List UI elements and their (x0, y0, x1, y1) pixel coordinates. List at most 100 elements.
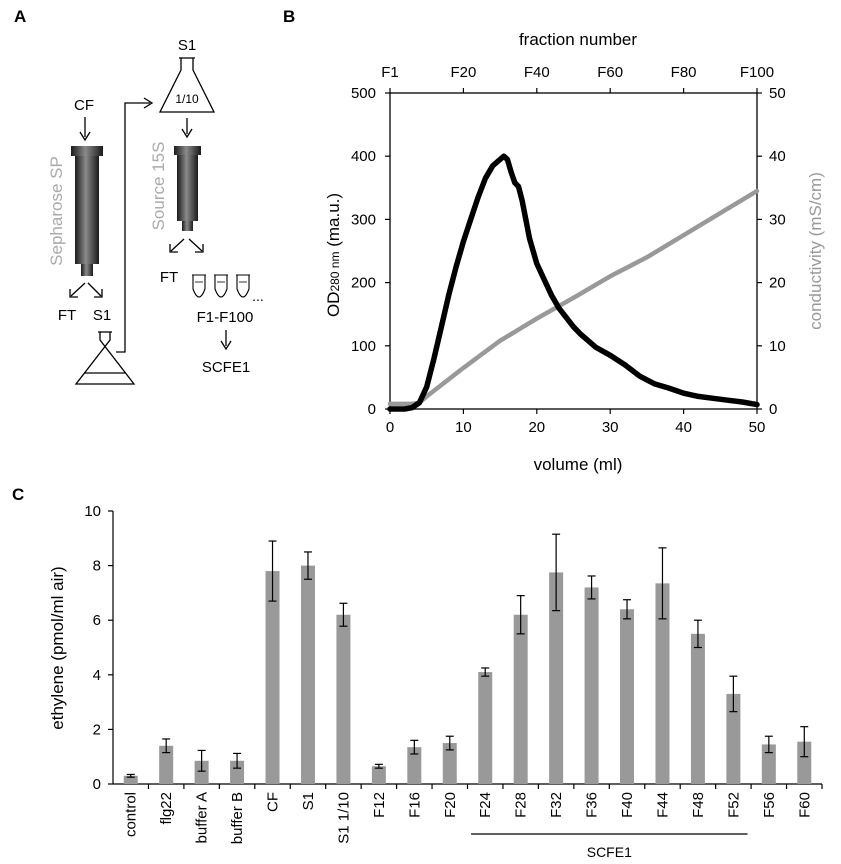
dilution-flask-icon (158, 57, 216, 113)
tube-icon (236, 274, 250, 298)
bar (300, 565, 315, 784)
result-label: SCFE1 (202, 359, 250, 376)
dilution-label: 1/10 (175, 92, 199, 106)
y2-tick-label: 0 (769, 401, 777, 418)
column1-label: Sepharose SP (47, 156, 66, 266)
panel-label-c: C (12, 485, 24, 504)
y-tick-label: 0 (93, 776, 101, 793)
bar (655, 583, 670, 784)
x-tick-label: F52 (725, 792, 742, 818)
x-tick-label: flg22 (158, 792, 175, 825)
y-tick-label: 400 (351, 148, 376, 165)
ft2-label: FT (160, 269, 178, 286)
ellipsis-label: ... (252, 288, 264, 304)
y-tick-label: 200 (351, 275, 376, 292)
y-tick-label: 10 (84, 503, 101, 520)
bar (159, 745, 174, 784)
arrow-down-icon (181, 118, 193, 139)
split-arrows-icon (69, 282, 103, 298)
plot-frame (389, 92, 758, 410)
split-arrows-icon (169, 238, 204, 253)
sepharose-column-icon (71, 146, 103, 276)
scfe1-bracket-label: SCFE1 (587, 844, 632, 860)
y2-tick-label: 40 (769, 148, 786, 165)
y-axis-label: OD280 nm (ma.u.) (324, 193, 343, 317)
y-axis-label-unit: (ma.u.) (324, 193, 343, 252)
panel-label-a: A (14, 7, 26, 26)
panel-label-b: B (283, 7, 295, 26)
bar (513, 614, 528, 784)
y-tick-label: 300 (351, 211, 376, 228)
flask-icon (74, 331, 136, 385)
ethylene-bar-chart: 0 2 4 6 8 10 control flg22 buffer A buffer B CF S1… (48, 503, 823, 860)
bar (123, 775, 138, 784)
s1-label: S1 (93, 307, 111, 324)
y-tick-label: 2 (93, 721, 101, 738)
tube-icon (192, 274, 206, 298)
x-tick-label: 10 (455, 419, 472, 436)
conductivity-line (387, 188, 760, 407)
bar (371, 766, 386, 784)
bar (549, 572, 564, 784)
y-tick-label: 4 (93, 667, 101, 684)
x-tick-label: 20 (528, 419, 545, 436)
bar (797, 741, 812, 784)
c-y-axis-label: ethylene (pmol/ml air) (48, 566, 67, 729)
x-tick-label: F60 (796, 792, 813, 818)
y2-tick-label: 10 (769, 338, 786, 355)
bar (478, 672, 493, 784)
y2-tick-label: 30 (769, 211, 786, 228)
cf-label: CF (74, 97, 94, 114)
x-tick-label: S1 1/10 (335, 792, 352, 844)
connector-arrow-icon (116, 97, 154, 353)
y2-tick-label: 50 (769, 85, 786, 102)
x-tick-label: F16 (406, 792, 423, 818)
x-tick-label: F48 (690, 792, 707, 818)
bar (620, 609, 635, 784)
column2-label: Source 15S (149, 142, 168, 231)
y-axis-label-sub: 280 nm (328, 252, 342, 292)
x-tick-label: F12 (371, 792, 388, 818)
top-tick-label: F80 (671, 64, 697, 81)
bar (726, 693, 741, 784)
x-tick-label: F24 (477, 792, 494, 818)
arrow-down-icon (79, 117, 91, 142)
purification-scheme: CF Sepharose SP FT S1 (47, 37, 264, 385)
y2-axis-label: conductivity (mS/cm) (806, 172, 825, 330)
x-tick-label: buffer B (229, 792, 246, 844)
od280-line (387, 153, 760, 412)
x-tick-label: control (123, 792, 140, 837)
fractions-label: F1-F100 (197, 309, 254, 326)
x-axis-label: volume (ml) (534, 455, 623, 474)
x-tick-label: S1 (300, 792, 317, 810)
top-tick-label: F40 (524, 64, 550, 81)
top-tick-label: F60 (597, 64, 623, 81)
x-tick-label: F32 (548, 792, 565, 818)
y2-tick-label: 20 (769, 275, 786, 292)
x-tick-label: F20 (442, 792, 459, 818)
bar (230, 760, 245, 784)
bar (336, 614, 351, 784)
ft1-label: FT (58, 307, 76, 324)
x-tick-label: F56 (761, 792, 778, 818)
x-tick-label: 0 (386, 419, 394, 436)
top-axis-label: fraction number (519, 30, 637, 49)
bar (584, 587, 599, 784)
bar (194, 760, 209, 784)
bar (265, 571, 280, 784)
x-tick-label: 30 (602, 419, 619, 436)
x-tick-label: F40 (619, 792, 636, 818)
y-tick-label: 0 (368, 401, 376, 418)
top-tick-label: F100 (740, 64, 774, 81)
bar (690, 633, 705, 784)
chromatogram-chart: fraction number F1 F20 F40 F60 F80 F100 0 10 20… (324, 30, 825, 474)
x-tick-label: F44 (654, 792, 671, 818)
x-tick-label: 40 (675, 419, 692, 436)
top-tick-label: F20 (450, 64, 476, 81)
bar (442, 743, 457, 784)
y-tick-label: 100 (351, 338, 376, 355)
x-tick-label: CF (265, 792, 282, 812)
arrow-down-icon (220, 330, 232, 351)
bar (407, 747, 422, 784)
